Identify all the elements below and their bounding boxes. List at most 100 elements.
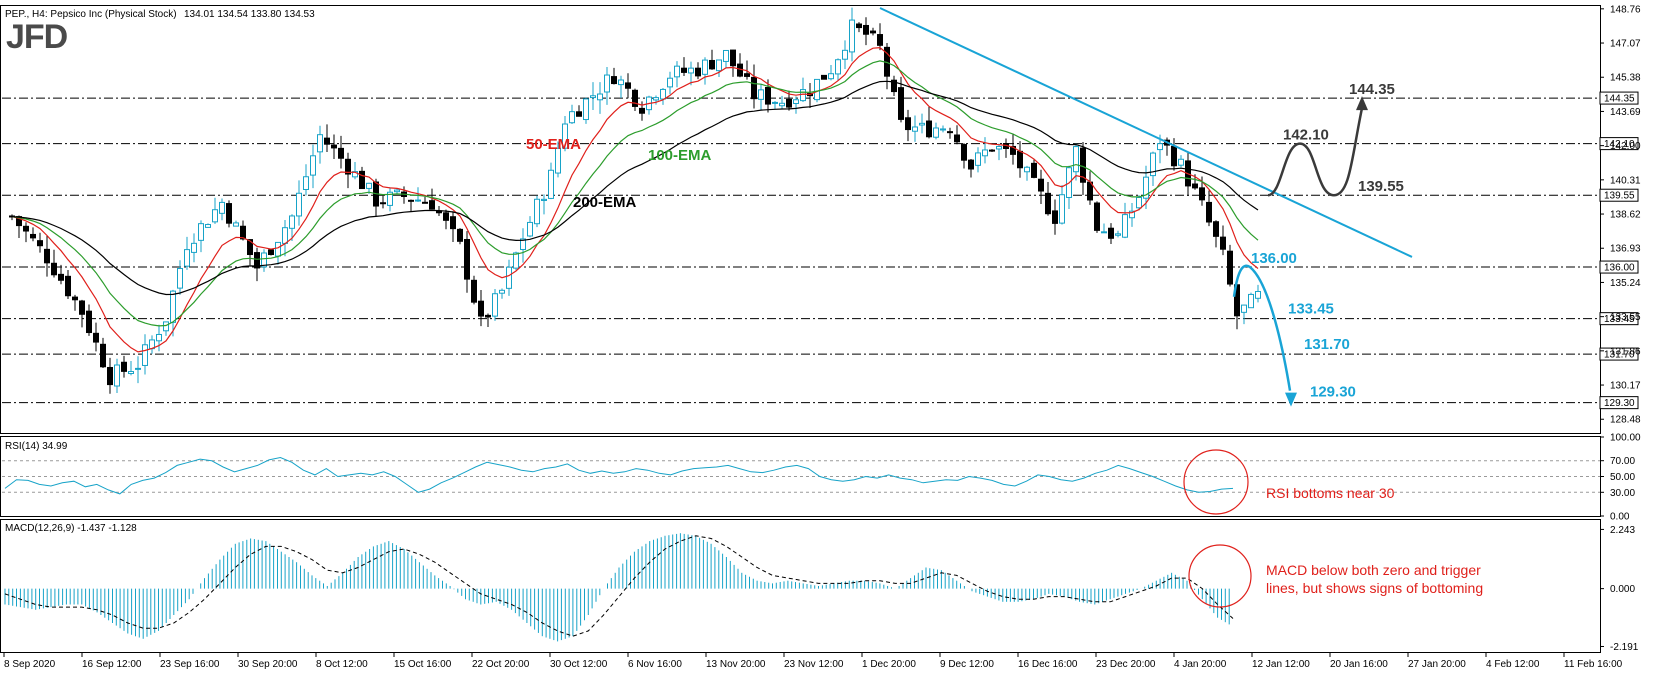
candle-body xyxy=(723,49,729,62)
candle-body xyxy=(1122,214,1128,238)
candle-body xyxy=(814,78,820,101)
rsi-tick-label: 50.00 xyxy=(1610,472,1635,483)
candle-body xyxy=(1143,176,1149,199)
jfd-logo: JFD xyxy=(6,18,68,56)
candle-body xyxy=(744,73,750,77)
symbol-title: PEP., H4: Pepsico Inc (Physical Stock) xyxy=(5,9,177,20)
candle-body xyxy=(863,24,869,35)
candle-body xyxy=(240,225,246,240)
ohlc-readout: 134.01 134.54 133.80 134.53 xyxy=(184,9,315,20)
candle-body xyxy=(1227,250,1233,285)
candle-body xyxy=(779,102,785,107)
level-label: 136.00 xyxy=(1251,250,1297,267)
ema50-line xyxy=(11,46,1259,353)
candle-body xyxy=(1178,158,1184,166)
time-tick-label: 27 Jan 20:00 xyxy=(1408,659,1466,670)
candle-body xyxy=(758,89,764,100)
candle-body xyxy=(534,198,540,225)
candle-body xyxy=(499,289,505,294)
candle-body xyxy=(765,86,771,105)
candle-body xyxy=(65,275,71,297)
main-panel-frame xyxy=(0,5,1601,434)
candle-body xyxy=(989,149,995,152)
candle-body xyxy=(1220,236,1226,250)
candle-body xyxy=(1052,210,1058,224)
candle-body xyxy=(660,88,666,100)
level-price-box-label: 136.00 xyxy=(1604,263,1635,274)
macd-panel-frame xyxy=(0,519,1601,653)
candle-body xyxy=(821,74,827,80)
candle-body xyxy=(345,158,351,175)
candle-body xyxy=(555,147,561,174)
candle-body xyxy=(1115,233,1121,236)
candle-body xyxy=(198,223,204,241)
candle-body xyxy=(961,144,967,161)
time-axis: 8 Sep 2020 16 Sep 12:00 23 Sep 16:00 30 Sep… xyxy=(3,652,1623,670)
candle-body xyxy=(702,59,708,75)
candle-body xyxy=(1059,194,1065,224)
candle-body xyxy=(1248,293,1254,309)
annotations: 144.35 142.10 139.55 136.00 133.45 131.70 129.… xyxy=(879,7,1413,407)
level-price-box xyxy=(1599,347,1639,361)
candle-body xyxy=(317,134,323,153)
candle-body xyxy=(618,79,624,86)
ema-lines xyxy=(11,46,1259,353)
price-tick-label: 140.31 xyxy=(1610,175,1641,186)
candle-body xyxy=(828,73,834,80)
price-tick-label: 148.76 xyxy=(1610,4,1641,15)
candle-body xyxy=(506,266,512,289)
candle-body xyxy=(1157,143,1163,151)
candle-body xyxy=(387,191,393,206)
time-tick-label: 20 Jan 16:00 xyxy=(1330,659,1388,670)
level-label: 142.10 xyxy=(1283,127,1329,144)
time-tick-label: 8 Sep 2020 xyxy=(4,659,56,670)
candle-body xyxy=(51,262,57,276)
candle-body xyxy=(394,189,400,193)
candle-body xyxy=(1213,221,1219,237)
macd-tick-label: 0.000 xyxy=(1610,584,1635,595)
candle-body xyxy=(450,216,456,230)
candle-body xyxy=(583,98,589,121)
macd-indicator: 2.243 0.000 -2.191 xyxy=(4,525,1639,653)
candle-body xyxy=(800,89,806,102)
rsi-tick-label: 100.00 xyxy=(1610,433,1641,444)
candle-body xyxy=(597,93,603,101)
candle-body xyxy=(366,182,372,189)
up-arrow-head xyxy=(1356,96,1368,111)
candle-body xyxy=(933,127,939,138)
candle-body xyxy=(1094,202,1100,231)
candle-body xyxy=(324,137,330,145)
candle-body xyxy=(282,227,288,244)
candle-body xyxy=(58,273,64,281)
candle-body xyxy=(870,30,876,34)
candle-body xyxy=(856,23,862,29)
downtrend-line xyxy=(879,7,1413,258)
candle-body xyxy=(667,77,673,88)
candle-body xyxy=(261,252,267,268)
price-tick-label: 133.55 xyxy=(1610,312,1641,323)
candle-body xyxy=(842,49,848,60)
price-tick-label: 138.62 xyxy=(1610,210,1641,221)
level-price-box xyxy=(1599,260,1639,274)
level-price-box xyxy=(1599,312,1639,326)
rsi-indicator: 100.00 70.00 50.00 30.00 0.00 xyxy=(2,433,1641,523)
time-tick-label: 30 Sep 20:00 xyxy=(238,659,298,670)
macd-note-line2: lines, but shows signs of bottoming xyxy=(1266,580,1483,596)
candle-body xyxy=(212,209,218,223)
candle-body xyxy=(520,238,526,250)
level-price-box xyxy=(1599,137,1639,151)
candle-body xyxy=(114,364,120,387)
candle-body xyxy=(1199,187,1205,201)
rsi-tick-label: 0.00 xyxy=(1610,512,1630,523)
candle-body xyxy=(835,59,841,75)
ema50-label: 50-EMA xyxy=(526,136,581,153)
candle-body xyxy=(569,111,575,124)
level-price-box xyxy=(1599,188,1639,202)
candle-body xyxy=(1073,146,1079,173)
time-tick-label: 11 Feb 16:00 xyxy=(1564,659,1623,670)
candle-body xyxy=(492,293,498,317)
ema200-label: 200-EMA xyxy=(573,194,637,211)
candle-body xyxy=(289,215,295,229)
price-tick-label: 143.69 xyxy=(1610,107,1641,118)
candle-body xyxy=(1080,147,1086,183)
